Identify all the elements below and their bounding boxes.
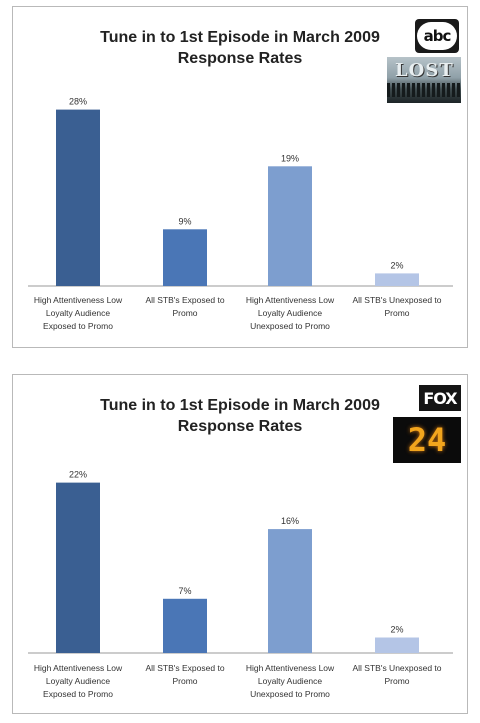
bar [163, 229, 207, 286]
category-label: Exposed to Promo [43, 689, 113, 699]
category-label: All STB's Exposed to [145, 663, 224, 673]
chart-title: Tune in to 1st Episode in March 2009 Res… [13, 27, 467, 69]
category-label: Loyalty Audience [46, 676, 111, 686]
data-label: 7% [178, 586, 191, 596]
data-label: 19% [281, 153, 299, 163]
lost-logo-text: LOST [395, 60, 454, 81]
category-label: High Attentiveness Low [246, 295, 335, 305]
category-label: Loyalty Audience [46, 308, 111, 318]
bar [268, 166, 312, 286]
bar [163, 598, 207, 653]
abc-logo-text: ABC [417, 22, 457, 50]
category-label: High Attentiveness Low [34, 663, 123, 673]
category-label: Loyalty Audience [258, 676, 323, 686]
category-label: Exposed to Promo [43, 321, 113, 331]
bar [56, 482, 100, 653]
category-label: All STB's Unexposed to [352, 663, 441, 673]
chart-title: Tune in to 1st Episode in March 2009 Res… [13, 395, 467, 437]
category-label: Loyalty Audience [258, 308, 323, 318]
category-label: Unexposed to Promo [250, 321, 330, 331]
lost-logo-icon: LOST [387, 57, 461, 103]
bar-chart-fox: 22% High Attentiveness Low Loyalty Audienc… [28, 470, 453, 699]
data-label: 9% [178, 216, 191, 226]
fox-logo-text: FOX [423, 388, 457, 408]
data-label: 2% [390, 260, 403, 270]
chart-title-line1: Tune in to 1st Episode in March 2009 [100, 29, 380, 46]
data-label: 2% [390, 625, 403, 635]
fox-logo-icon: FOX [419, 385, 461, 411]
chart-title-line1: Tune in to 1st Episode in March 2009 [100, 397, 380, 414]
chart-panel-fox: Tune in to 1st Episode in March 2009 Res… [12, 374, 468, 714]
category-label: Unexposed to Promo [250, 689, 330, 699]
chart-title-line2: Response Rates [177, 50, 303, 67]
category-label: High Attentiveness Low [246, 663, 335, 673]
data-label: 22% [69, 470, 87, 480]
category-label: Promo [172, 676, 197, 686]
data-label: 28% [69, 97, 87, 107]
data-label: 16% [281, 516, 299, 526]
category-label: All STB's Unexposed to [352, 295, 441, 305]
lost-logo-silhouettes [387, 83, 461, 97]
category-label: Promo [384, 676, 409, 686]
chart-title-line2: Response Rates [177, 418, 303, 435]
bar [375, 273, 419, 286]
category-label: All STB's Exposed to [145, 295, 224, 305]
bar-chart-abc: 28% High Attentiveness Low Loyalty Audienc… [28, 97, 453, 331]
bar [56, 109, 100, 286]
category-label: Promo [384, 308, 409, 318]
bar [375, 637, 419, 653]
category-label: Promo [172, 308, 197, 318]
24-logo-text: 24 [407, 421, 447, 459]
24-logo-icon: 24 [393, 417, 461, 463]
category-label: High Attentiveness Low [34, 295, 123, 305]
chart-panel-abc: Tune in to 1st Episode in March 2009 Res… [12, 6, 468, 348]
abc-logo-icon: ABC [415, 19, 459, 53]
bar [268, 529, 312, 653]
